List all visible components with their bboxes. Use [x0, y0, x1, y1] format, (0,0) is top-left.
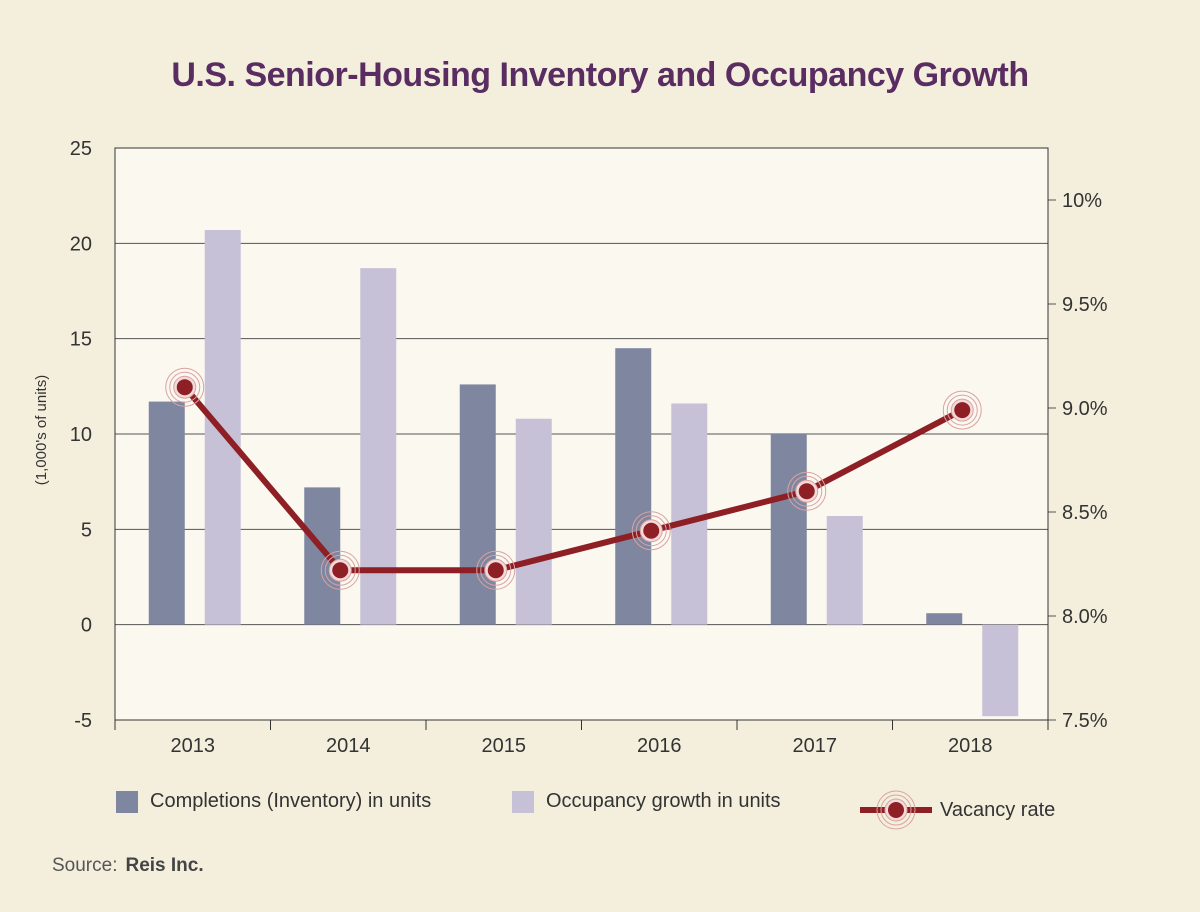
- vacancy-point-ring: [635, 515, 667, 547]
- completions-bar: [926, 613, 963, 625]
- source-label: Source:: [52, 855, 118, 876]
- y2-tick-label: 10%: [1062, 190, 1102, 212]
- legend-completions: Completions (Inventory) in units: [116, 790, 431, 813]
- y2-tick-label: 8.5%: [1062, 502, 1108, 524]
- source-note: Source: Reis Inc.: [52, 855, 204, 877]
- y-axis-label: (1,000's of units): [33, 375, 50, 485]
- legend-vacancy: Vacancy rate: [858, 790, 1055, 830]
- vacancy-point-dot: [332, 562, 349, 579]
- occupancy-bar: [826, 515, 863, 625]
- vacancy-point-ring: [324, 554, 356, 586]
- y-tick-label: -5: [74, 710, 92, 732]
- y-tick-label: 15: [70, 329, 92, 351]
- vacancy-point-dot: [643, 522, 660, 539]
- vacancy-rate-line: [181, 384, 966, 574]
- y2-tick-label: 7.5%: [1062, 710, 1108, 732]
- vacancy-point-ring: [476, 550, 516, 590]
- legend-label-completions: Completions (Inventory) in units: [150, 790, 432, 812]
- y2-tick-label: 9.5%: [1062, 294, 1108, 316]
- vacancy-point-ring: [480, 554, 512, 586]
- x-tick-label: 2015: [482, 735, 527, 757]
- vacancy-point-ring: [791, 475, 823, 507]
- gridlines: [115, 242, 1048, 626]
- y2-tick-label: 9.0%: [1062, 398, 1108, 420]
- vacancy-point-dot: [954, 402, 971, 419]
- vacancy-point: [320, 550, 360, 590]
- vacancy-point: [942, 390, 982, 430]
- completions-bar: [770, 434, 807, 625]
- bars: [148, 229, 1019, 717]
- legend-label-vacancy: Vacancy rate: [940, 798, 1056, 821]
- vacancy-point: [631, 511, 671, 551]
- vacancy-point-dot: [798, 483, 815, 500]
- occupancy-bar: [360, 268, 397, 625]
- vacancy-line-layer: [165, 367, 982, 590]
- y-tick-label: 10: [70, 424, 92, 446]
- vacancy-point: [476, 550, 516, 590]
- vacancy-point-ring: [169, 371, 201, 403]
- completions-bar: [459, 384, 496, 625]
- x-tick-label: 2014: [326, 735, 371, 757]
- vacancy-point-ring: [165, 367, 205, 407]
- y-tick-label: 5: [81, 519, 92, 541]
- vacancy-point-ring: [631, 511, 671, 551]
- y2-tick-label: 8.0%: [1062, 606, 1108, 628]
- chart-title: U.S. Senior-Housing Inventory and Occupa…: [171, 56, 1029, 94]
- x-tick-label: 2018: [948, 735, 993, 757]
- vacancy-point-ring: [942, 390, 982, 430]
- legend-swatch-vacancy: [860, 790, 932, 830]
- x-tick-label: 2013: [171, 735, 216, 757]
- vacancy-point-ring: [946, 394, 978, 426]
- source-value: Reis Inc.: [125, 855, 204, 876]
- y-tick-label: 25: [70, 138, 92, 160]
- y-tick-label: 0: [81, 615, 92, 637]
- occupancy-bar: [982, 624, 1019, 717]
- vacancy-point: [787, 471, 827, 511]
- vacancy-point-ring: [787, 471, 827, 511]
- legend-swatch-completions: [116, 790, 138, 813]
- legend-label-occupancy: Occupancy growth in units: [546, 790, 781, 812]
- x-tick-label: 2017: [793, 735, 838, 757]
- x-tick-label: 2016: [637, 735, 682, 757]
- legend-swatch-occupancy: [512, 790, 534, 813]
- completions-bar: [148, 401, 185, 625]
- legend-occupancy: Occupancy growth in units: [512, 790, 781, 813]
- occupancy-bar: [671, 403, 708, 625]
- completions-bar: [615, 348, 652, 625]
- vacancy-point-dot: [487, 562, 504, 579]
- vacancy-point: [165, 367, 205, 407]
- vacancy-point-ring: [320, 550, 360, 590]
- occupancy-bar: [515, 418, 552, 625]
- y-tick-label: 20: [70, 233, 92, 255]
- vacancy-point-dot: [176, 379, 193, 396]
